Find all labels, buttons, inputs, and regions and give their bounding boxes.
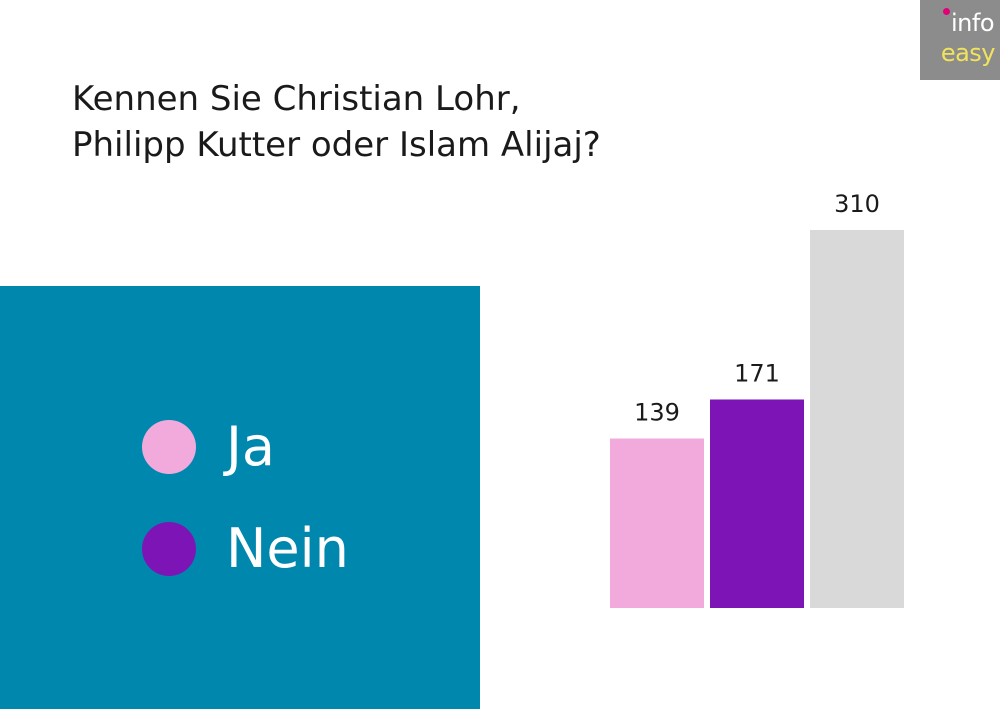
legend-label-ja: Ja (226, 415, 276, 478)
legend-swatch-ja (142, 420, 196, 474)
logo-text-info: info (950, 9, 995, 37)
logo-text-easy: easy (940, 39, 996, 67)
chart-title-line-1: Kennen Sie Christian Lohr, (72, 79, 521, 119)
data-label-1: 139 (634, 399, 680, 427)
data-label-2: 171 (734, 359, 780, 387)
legend-swatch-nein (142, 522, 196, 576)
chart-title: Kennen Sie Christian Lohr, Philipp Kutte… (72, 76, 712, 168)
bar-3 (810, 230, 904, 608)
legend-panel: Ja Nein (0, 286, 480, 709)
logo-dot (943, 8, 950, 15)
infoeasy-logo: info easy (920, 0, 1000, 80)
legend-item-nein: Nein (142, 520, 349, 578)
legend-label-nein: Nein (226, 517, 349, 580)
bar-chart: 139 171 310 (610, 190, 904, 608)
bar-2 (710, 399, 804, 608)
legend-item-ja: Ja (142, 418, 275, 476)
bar-1 (610, 438, 704, 608)
data-label-3: 310 (834, 190, 880, 218)
chart-title-line-2: Philipp Kutter oder Islam Alijaj? (72, 125, 601, 165)
